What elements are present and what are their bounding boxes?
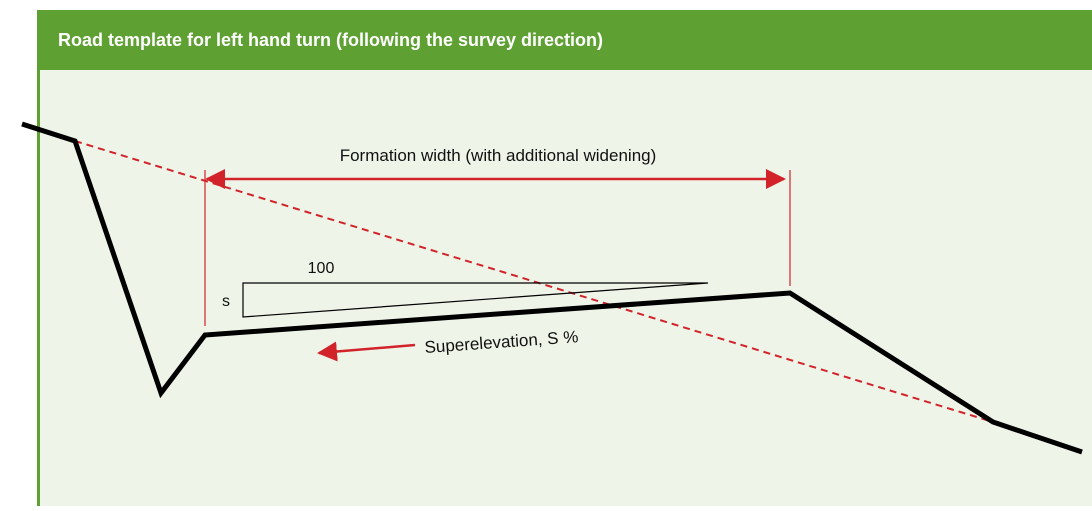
road-profile — [21, 121, 1083, 455]
rise-label: s — [222, 293, 230, 310]
title: Road template for left hand turn (follow… — [58, 30, 603, 50]
superelevation-arrow — [317, 341, 416, 362]
header-bar — [37, 10, 1092, 70]
panel-border — [37, 10, 40, 506]
panel — [37, 10, 1092, 506]
run-label: 100 — [308, 260, 335, 277]
width-label: Formation width (with additional widenin… — [340, 146, 657, 165]
slope-triangle — [242, 282, 709, 318]
